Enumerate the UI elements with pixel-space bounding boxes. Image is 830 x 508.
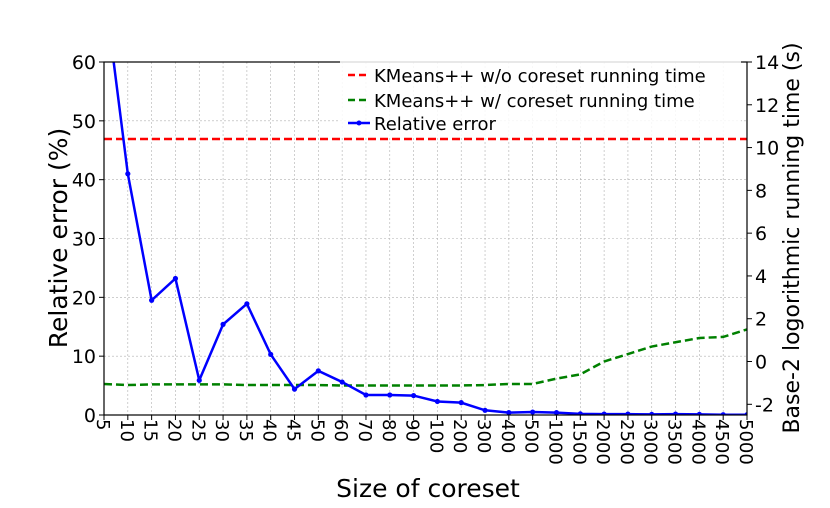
series-point-2 <box>649 411 655 415</box>
left-axis-ticks: 0 10 20 30 40 50 60 <box>72 52 104 427</box>
x-tick-label: 3000 <box>640 419 661 465</box>
x-tick-label: 35 <box>235 419 256 442</box>
right-tick-label: -2 <box>755 394 774 416</box>
x-tick-label: 25 <box>187 419 208 442</box>
legend-item-blue: Relative error <box>348 114 496 135</box>
legend-item-green: KMeans++ w/ coreset running time <box>348 91 695 112</box>
x-tick-label: 2000 <box>592 419 613 465</box>
series-point-2 <box>434 398 441 405</box>
x-tick-label: 500 <box>521 419 542 453</box>
series-point-2 <box>172 275 179 282</box>
right-tick-label: 6 <box>755 223 767 245</box>
series-point-2 <box>268 351 274 358</box>
series-point-2 <box>315 368 321 374</box>
x-tick-label: 4500 <box>711 419 732 465</box>
legend-marker-blue <box>356 120 362 126</box>
series-layer <box>104 62 747 415</box>
series-point-2 <box>339 379 345 385</box>
left-tick-label: 30 <box>72 229 96 251</box>
series-point-2 <box>149 297 155 303</box>
legend-label-green: KMeans++ w/ coreset running time <box>374 91 695 112</box>
series-point-2 <box>577 411 583 415</box>
right-tick-label: 4 <box>755 266 767 288</box>
series-point-2 <box>696 411 702 415</box>
series-point-2 <box>387 392 393 398</box>
right-tick-label: 10 <box>755 138 779 160</box>
x-tick-label: 1500 <box>568 419 589 465</box>
legend-item-red: KMeans++ w/o coreset running time <box>348 66 706 87</box>
series-point-2 <box>744 412 747 415</box>
x-tick-label: 200 <box>449 419 470 453</box>
x-tick-label: 45 <box>283 419 304 442</box>
right-tick-label: 8 <box>755 180 767 202</box>
left-tick-label: 50 <box>72 111 96 133</box>
series-point-2 <box>410 392 417 399</box>
right-axis-ticks: -2 0 2 4 6 8 10 12 14 <box>747 52 779 416</box>
legend-box <box>340 60 741 136</box>
series-1 <box>104 328 747 387</box>
right-tick-label: 12 <box>755 95 779 117</box>
x-tick-label: 3500 <box>664 419 685 465</box>
x-axis-label: Size of coreset <box>336 474 520 503</box>
series-point-2 <box>220 321 226 327</box>
series-2 <box>112 62 747 415</box>
x-tick-label: 1000 <box>544 419 565 465</box>
x-tick-label: 100 <box>425 419 446 453</box>
x-tick-label: 10 <box>116 419 137 442</box>
right-tick-label: 0 <box>755 352 767 374</box>
x-tick-label: 30 <box>211 419 232 442</box>
left-tick-label: 10 <box>72 346 96 368</box>
legend-label-blue: Relative error <box>374 114 496 135</box>
legend-label-red: KMeans++ w/o coreset running time <box>374 66 706 87</box>
x-tick-label: 15 <box>140 419 161 442</box>
x-tick-label: 300 <box>473 419 494 453</box>
x-tick-label: 60 <box>330 419 351 442</box>
right-tick-label: 14 <box>755 52 779 74</box>
right-y-axis-label: Base-2 logorithmic running time (s) <box>780 42 805 433</box>
series-point-2 <box>530 409 536 415</box>
series-point-2 <box>291 386 298 392</box>
x-tick-label: 400 <box>497 419 518 453</box>
series-line-1 <box>104 328 747 387</box>
x-tick-label: 80 <box>378 419 399 442</box>
x-tick-label: 5000 <box>735 419 756 465</box>
series-point-2 <box>553 410 560 415</box>
series-point-2 <box>482 407 488 413</box>
legend: KMeans++ w/o coreset running time KMeans… <box>340 60 741 136</box>
series-point-2 <box>720 412 726 415</box>
left-tick-label: 0 <box>84 405 96 427</box>
series-point-2 <box>196 377 202 383</box>
x-tick-label: 5 <box>92 419 113 430</box>
x-tick-label: 40 <box>259 419 280 442</box>
left-tick-label: 60 <box>72 52 96 74</box>
series-point-2 <box>506 410 512 415</box>
x-axis-ticks: 5 10 15 20 25 30 35 40 45 50 60 70 80 90 100 200 300 400 5… <box>92 415 756 465</box>
x-tick-label: 90 <box>402 419 423 442</box>
series-point-2 <box>244 301 250 307</box>
series-point-2 <box>625 411 631 415</box>
x-tick-label: 70 <box>354 419 375 442</box>
x-tick-label: 4000 <box>687 419 708 465</box>
x-tick-label: 2500 <box>616 419 637 465</box>
left-y-axis-label: Relative error (%) <box>44 128 73 349</box>
right-tick-label: 2 <box>755 309 767 331</box>
left-tick-label: 40 <box>72 170 96 192</box>
series-point-2 <box>125 171 131 177</box>
series-point-2 <box>601 411 607 415</box>
series-line-2 <box>112 62 747 415</box>
series-point-2 <box>363 392 369 398</box>
x-tick-label: 50 <box>306 419 327 442</box>
series-point-2 <box>672 411 679 415</box>
series-point-2 <box>458 400 464 406</box>
left-tick-label: 20 <box>72 287 96 309</box>
x-tick-label: 20 <box>163 419 184 442</box>
